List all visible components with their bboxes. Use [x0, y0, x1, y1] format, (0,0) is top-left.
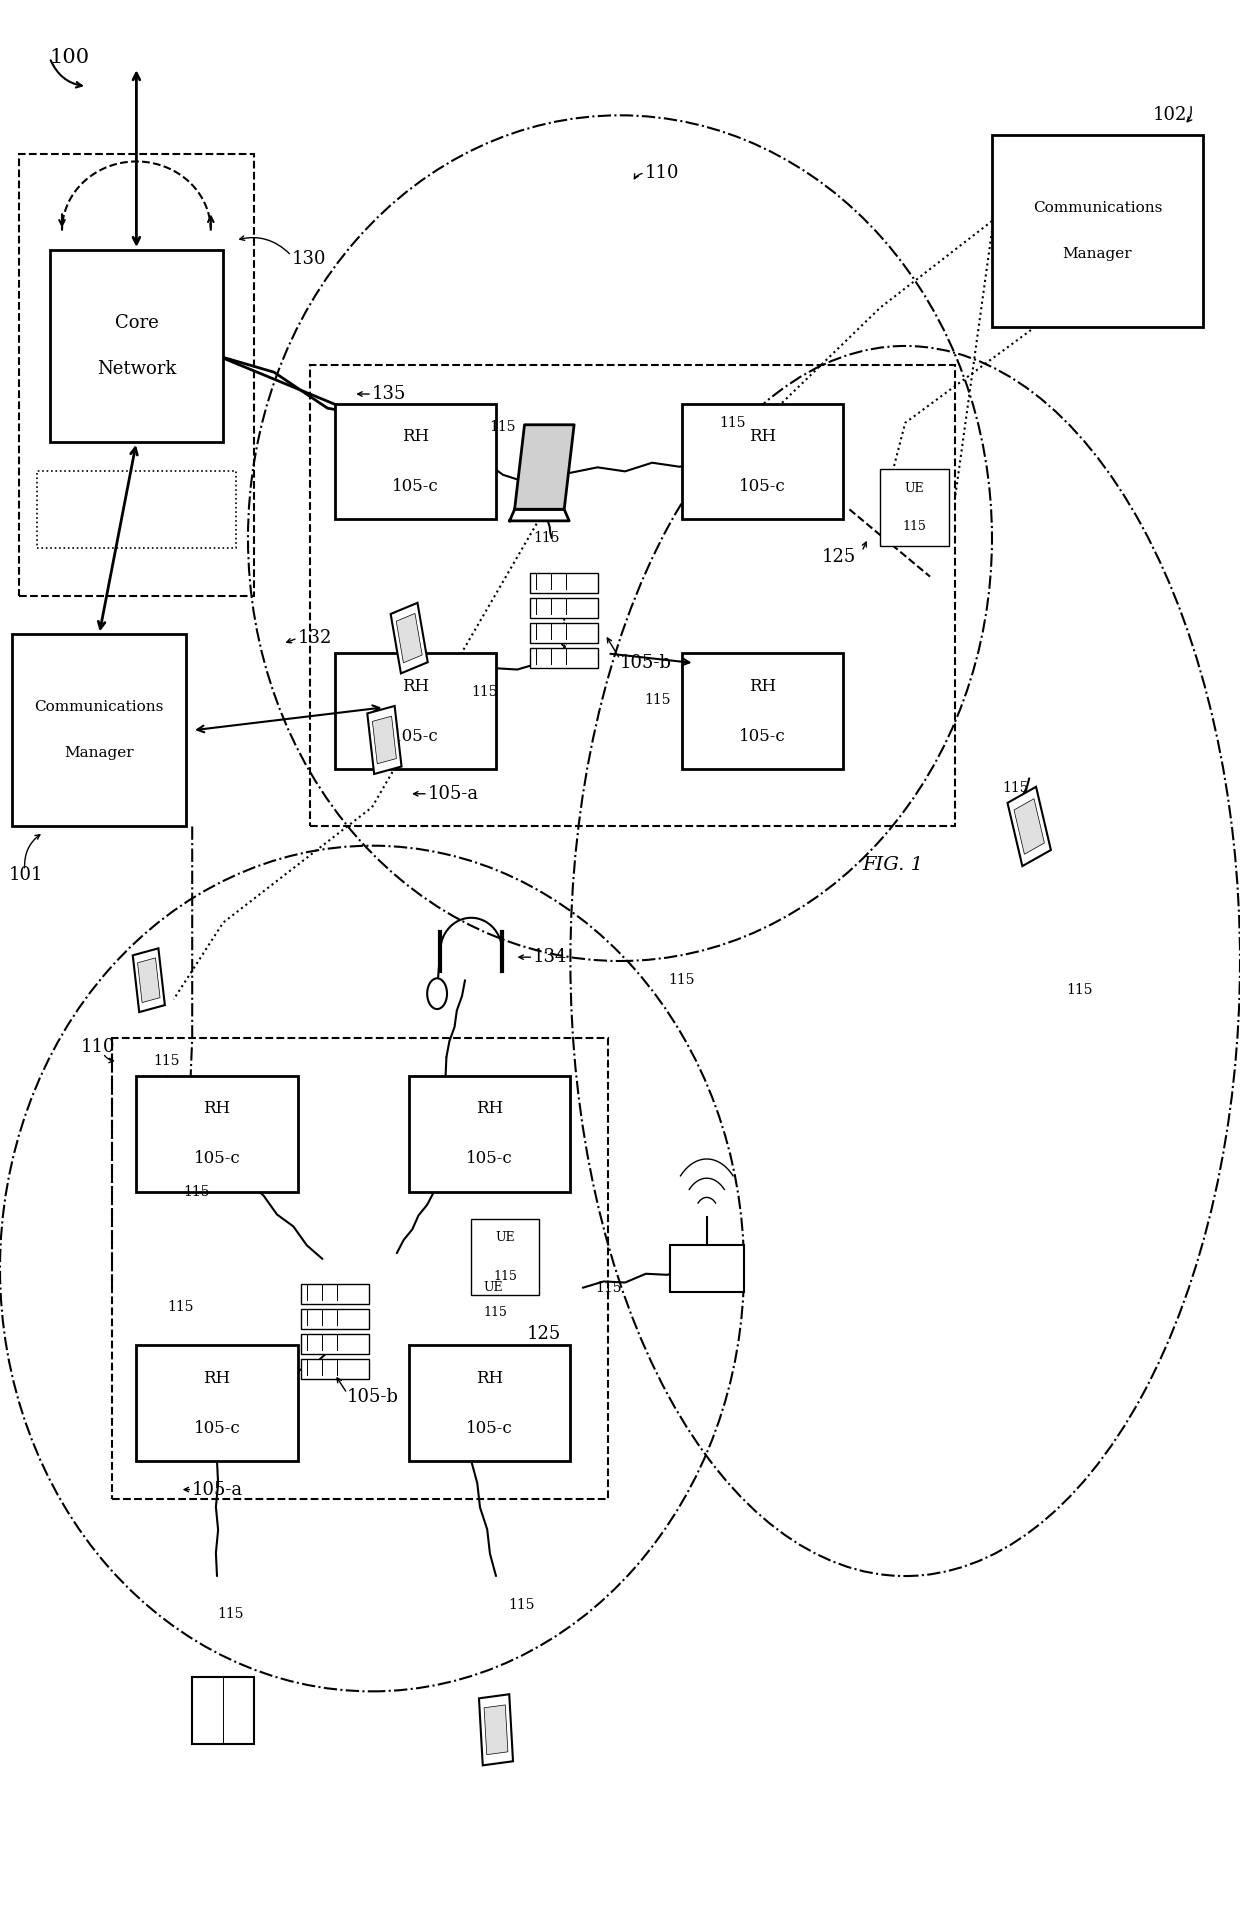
Text: 105-b: 105-b	[347, 1388, 399, 1407]
Text: UE: UE	[905, 482, 924, 494]
Text: UE: UE	[484, 1282, 503, 1294]
Text: 110: 110	[81, 1038, 115, 1057]
Text: 115: 115	[490, 419, 516, 434]
Text: 102: 102	[1153, 106, 1188, 125]
Text: 105-c: 105-c	[392, 479, 439, 494]
Text: 115: 115	[1003, 780, 1029, 796]
Polygon shape	[484, 1705, 508, 1755]
Text: 135: 135	[372, 384, 407, 404]
Text: 115: 115	[533, 530, 559, 546]
FancyBboxPatch shape	[335, 404, 496, 519]
Text: 134: 134	[533, 948, 568, 967]
Text: RH: RH	[476, 1370, 503, 1386]
Text: RH: RH	[203, 1101, 231, 1117]
Text: 115: 115	[719, 415, 745, 431]
Text: 105-c: 105-c	[392, 728, 439, 744]
Text: 100: 100	[50, 48, 89, 67]
Text: 105-c: 105-c	[739, 479, 786, 494]
Text: 115: 115	[508, 1597, 534, 1613]
Polygon shape	[510, 509, 569, 521]
FancyBboxPatch shape	[50, 250, 223, 442]
Text: 105-a: 105-a	[428, 784, 479, 803]
FancyBboxPatch shape	[531, 648, 598, 667]
Text: Core: Core	[114, 313, 159, 333]
Text: RH: RH	[402, 678, 429, 694]
Polygon shape	[1014, 800, 1044, 853]
Text: 115: 115	[217, 1607, 243, 1622]
Text: 125: 125	[527, 1324, 562, 1343]
Polygon shape	[397, 613, 422, 663]
FancyBboxPatch shape	[531, 598, 598, 617]
Text: UE: UE	[496, 1232, 515, 1244]
Text: 110: 110	[645, 163, 680, 183]
FancyBboxPatch shape	[136, 1345, 298, 1461]
Text: 115: 115	[903, 521, 926, 532]
FancyBboxPatch shape	[301, 1309, 370, 1330]
Text: 115: 115	[484, 1307, 507, 1318]
FancyBboxPatch shape	[682, 653, 843, 769]
Text: RH: RH	[749, 678, 776, 694]
Text: RH: RH	[476, 1101, 503, 1117]
FancyBboxPatch shape	[301, 1284, 370, 1303]
Text: 105-b: 105-b	[620, 653, 672, 673]
Text: 105-a: 105-a	[192, 1480, 243, 1499]
Text: Manager: Manager	[64, 746, 134, 761]
Text: 115: 115	[595, 1280, 621, 1295]
FancyBboxPatch shape	[301, 1334, 370, 1353]
FancyBboxPatch shape	[335, 653, 496, 769]
Text: 115: 115	[645, 692, 671, 707]
FancyBboxPatch shape	[682, 404, 843, 519]
Polygon shape	[479, 1693, 513, 1766]
Text: 101: 101	[9, 865, 43, 884]
FancyBboxPatch shape	[531, 623, 598, 642]
FancyBboxPatch shape	[471, 1219, 539, 1295]
Circle shape	[427, 978, 446, 1009]
Text: Communications: Communications	[35, 700, 164, 715]
FancyBboxPatch shape	[136, 1076, 298, 1192]
FancyBboxPatch shape	[670, 1245, 744, 1292]
Polygon shape	[192, 1676, 254, 1745]
Text: 115: 115	[1066, 982, 1092, 998]
Text: 125: 125	[821, 548, 856, 567]
Text: 105-c: 105-c	[739, 728, 786, 744]
Polygon shape	[391, 604, 428, 673]
Text: 115: 115	[154, 1053, 180, 1069]
FancyBboxPatch shape	[531, 573, 598, 592]
FancyBboxPatch shape	[409, 1345, 570, 1461]
Polygon shape	[1008, 786, 1050, 867]
Text: 115: 115	[668, 973, 694, 988]
Text: 115: 115	[494, 1270, 517, 1282]
Text: RH: RH	[402, 429, 429, 444]
Text: 115: 115	[184, 1184, 210, 1199]
Text: 105-c: 105-c	[466, 1151, 513, 1167]
Polygon shape	[515, 425, 574, 509]
Text: Communications: Communications	[1033, 200, 1162, 215]
Text: 105-c: 105-c	[193, 1420, 241, 1436]
Polygon shape	[372, 717, 397, 763]
FancyBboxPatch shape	[12, 634, 186, 826]
Text: 115: 115	[471, 684, 497, 700]
FancyBboxPatch shape	[880, 469, 949, 546]
Polygon shape	[138, 957, 160, 1003]
Text: 130: 130	[291, 250, 326, 269]
Text: FIG. 1: FIG. 1	[862, 855, 924, 875]
FancyBboxPatch shape	[301, 1359, 370, 1380]
Text: RH: RH	[203, 1370, 231, 1386]
Text: Manager: Manager	[1063, 246, 1132, 261]
FancyBboxPatch shape	[992, 135, 1203, 327]
Text: 115: 115	[167, 1299, 193, 1315]
Text: Network: Network	[97, 359, 176, 379]
FancyBboxPatch shape	[409, 1076, 570, 1192]
Text: 132: 132	[298, 628, 332, 648]
Text: 105-c: 105-c	[193, 1151, 241, 1167]
Text: 105-c: 105-c	[466, 1420, 513, 1436]
Text: RH: RH	[749, 429, 776, 444]
Polygon shape	[367, 705, 402, 775]
Polygon shape	[133, 948, 165, 1013]
